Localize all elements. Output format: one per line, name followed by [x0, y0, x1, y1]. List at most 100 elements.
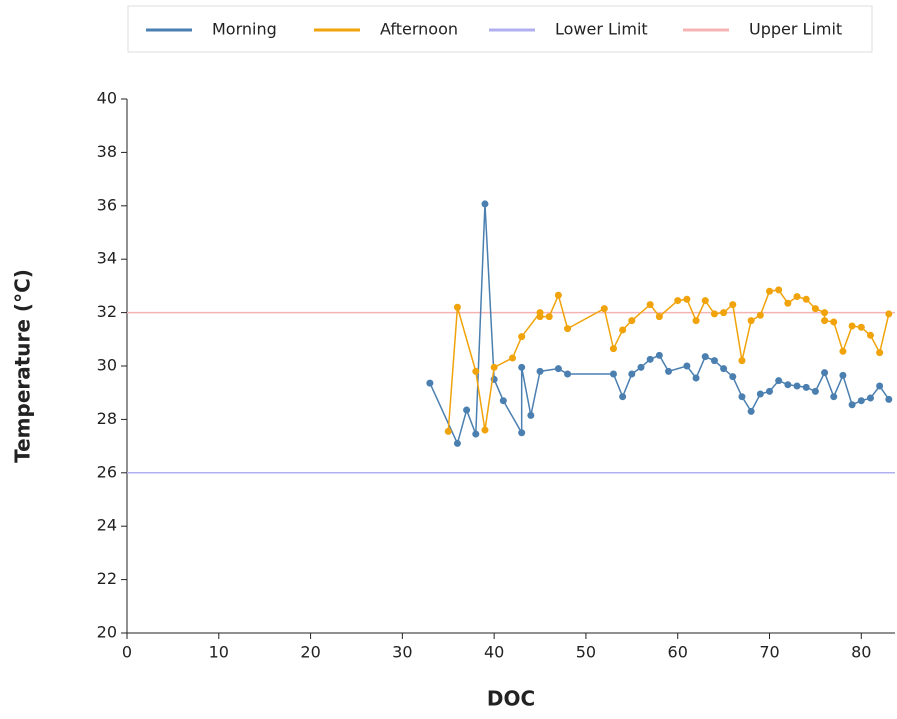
data-point [848, 322, 856, 330]
data-point [885, 395, 893, 403]
x-tick-label: 0 [122, 643, 132, 662]
data-point [600, 305, 608, 313]
data-point [518, 363, 526, 371]
data-point [628, 317, 636, 325]
data-point [839, 371, 847, 379]
y-tick-label: 22 [97, 569, 117, 588]
data-point [738, 393, 746, 401]
x-tick-label: 30 [392, 643, 412, 662]
data-point [655, 351, 663, 359]
data-point [472, 430, 480, 438]
x-tick-label: 20 [300, 643, 320, 662]
data-point [619, 326, 627, 334]
data-point [821, 317, 829, 325]
data-point [545, 313, 553, 321]
x-tick-label: 40 [484, 643, 504, 662]
data-point [857, 397, 865, 405]
data-point [747, 407, 755, 415]
data-point [738, 357, 746, 365]
data-point [692, 317, 700, 325]
data-point [683, 295, 691, 303]
y-tick-label: 40 [97, 89, 117, 108]
data-point [609, 370, 617, 378]
y-tick-label: 38 [97, 142, 117, 161]
data-point [499, 397, 507, 405]
y-tick-label: 20 [97, 623, 117, 642]
data-point [527, 411, 535, 419]
data-point [490, 363, 498, 371]
data-point [720, 365, 728, 373]
data-point [756, 390, 764, 398]
data-point [866, 394, 874, 402]
data-point [784, 299, 792, 307]
x-tick-label: 50 [576, 643, 596, 662]
data-point [619, 393, 627, 401]
data-point [564, 325, 572, 333]
y-tick-label: 30 [97, 356, 117, 375]
data-point [674, 297, 682, 305]
data-point [701, 353, 709, 361]
data-point [720, 309, 728, 317]
y-tick-label: 24 [97, 516, 117, 535]
data-point [802, 383, 810, 391]
data-point [710, 310, 718, 318]
data-point [472, 367, 480, 375]
y-tick-label: 28 [97, 409, 117, 428]
data-point [646, 301, 654, 309]
data-point [793, 382, 801, 390]
data-point [710, 357, 718, 365]
data-point [848, 401, 856, 409]
data-point [839, 347, 847, 355]
data-point [628, 370, 636, 378]
data-point [821, 309, 829, 317]
data-point [554, 291, 562, 299]
data-point [444, 427, 452, 435]
data-point [857, 323, 865, 331]
data-point [518, 333, 526, 341]
x-tick-label: 60 [668, 643, 688, 662]
data-point [775, 377, 783, 385]
series-line [429, 203, 890, 446]
data-point [766, 387, 773, 395]
data-point [747, 317, 755, 325]
data-point [655, 313, 663, 321]
y-axis-title: Temperature (°C) [11, 269, 35, 463]
legend-label: Upper Limit [749, 20, 842, 39]
x-tick-label: 10 [209, 643, 229, 662]
data-point [481, 426, 489, 434]
data-point [509, 354, 516, 362]
data-point [811, 387, 819, 395]
data-point [646, 355, 654, 363]
data-point [637, 363, 645, 371]
data-point [784, 381, 792, 389]
data-point [426, 379, 434, 387]
data-point [729, 373, 737, 381]
y-tick-label: 36 [97, 195, 117, 214]
data-point [683, 362, 691, 370]
data-point [536, 313, 544, 321]
data-point [766, 287, 773, 295]
data-point [830, 318, 838, 326]
y-tick-label: 34 [97, 249, 117, 268]
data-point [876, 382, 884, 390]
data-point [692, 374, 700, 382]
data-point [830, 393, 838, 401]
data-point [564, 370, 572, 378]
data-point [518, 429, 526, 437]
data-point [802, 295, 810, 303]
y-tick-label: 32 [97, 302, 117, 321]
data-point [866, 331, 874, 339]
data-point [609, 345, 617, 353]
x-tick-label: 80 [851, 643, 871, 662]
legend-label: Afternoon [380, 20, 458, 39]
x-axis-title: DOC [487, 687, 535, 711]
x-tick-label: 70 [759, 643, 779, 662]
data-point [665, 367, 673, 375]
data-point [554, 365, 562, 373]
data-point [453, 439, 461, 447]
data-point [821, 369, 829, 377]
y-tick-label: 26 [97, 462, 117, 481]
legend-label: Lower Limit [555, 20, 648, 39]
data-point [536, 367, 544, 375]
